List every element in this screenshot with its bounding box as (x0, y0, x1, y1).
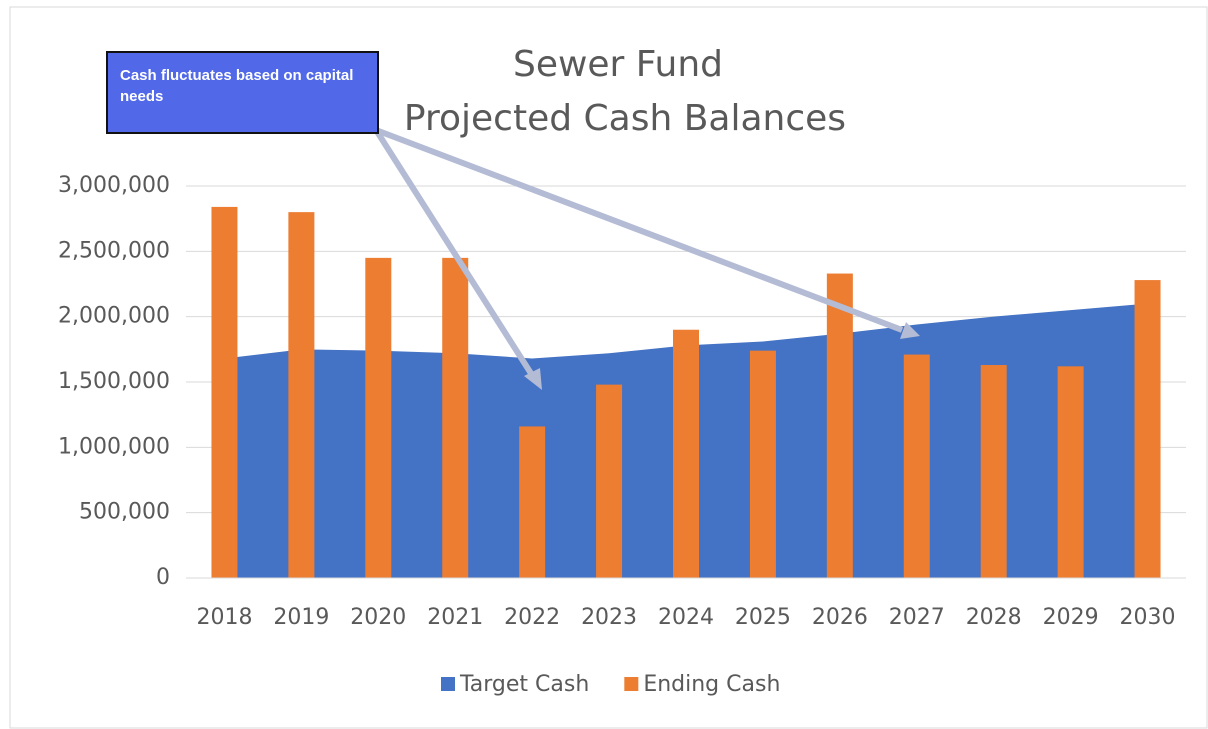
legend-swatch (441, 677, 455, 691)
legend-swatch (624, 677, 639, 691)
x-tick-label: 2026 (812, 605, 868, 630)
x-tick-label: 2029 (1043, 605, 1099, 630)
bar (519, 426, 546, 578)
bar (749, 350, 776, 578)
bar (1134, 280, 1161, 578)
bar (365, 257, 392, 578)
y-tick-label: 1,000,000 (58, 434, 170, 459)
bar (211, 206, 238, 578)
bar (1057, 366, 1084, 578)
y-tick-label: 2,000,000 (58, 304, 170, 329)
bar (826, 273, 853, 578)
bar (673, 329, 699, 578)
x-tick-label: 2018 (196, 605, 252, 630)
x-tick-label: 2022 (504, 605, 560, 630)
y-tick-label: 1,500,000 (58, 369, 170, 394)
x-tick-label: 2023 (581, 605, 637, 630)
y-tick-label: 3,000,000 (58, 173, 170, 198)
bar (288, 212, 315, 578)
bar (596, 384, 623, 578)
annotation: Cash fluctuates based on capital needs (106, 51, 379, 134)
plot: 0 500,000 1,000,000 1,500,000 2,000,000 2,500… (58, 173, 1186, 697)
bar (903, 354, 930, 578)
bar (980, 365, 1007, 578)
legend-label: Ending Cash (643, 672, 780, 697)
x-tick-label: 2027 (889, 605, 945, 630)
x-tick-label: 2021 (427, 605, 483, 630)
x-tick-label: 2024 (658, 605, 714, 630)
chart-title: Sewer Fund (513, 44, 723, 85)
x-tick-label: 2019 (273, 605, 329, 630)
legend-label: Target Cash (459, 672, 589, 697)
bar (442, 257, 469, 578)
x-tick-label: 2025 (735, 605, 791, 630)
chart-title: Projected Cash Balances (404, 98, 846, 139)
x-tick-label: 2030 (1120, 605, 1176, 630)
x-tick-label: 2020 (350, 605, 406, 630)
y-tick-label: 500,000 (79, 500, 170, 525)
arrows (373, 127, 920, 390)
y-tick-label: 0 (156, 565, 170, 590)
x-tick-label: 2028 (966, 605, 1022, 630)
y-tick-label: 2,500,000 (58, 238, 170, 263)
